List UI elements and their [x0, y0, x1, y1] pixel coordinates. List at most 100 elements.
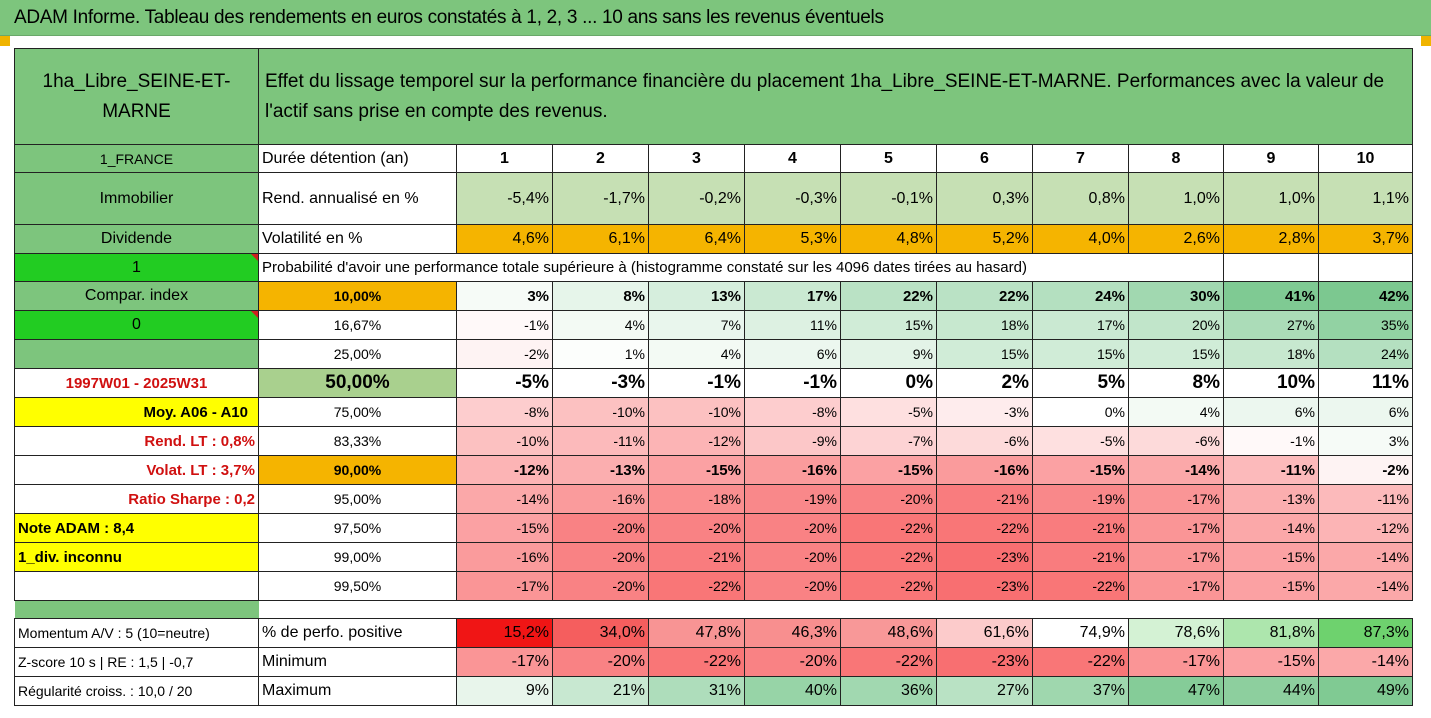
quantile-value: -17% [1128, 542, 1224, 572]
maximum-value: 27% [936, 676, 1033, 706]
quantile-label: 97,50% [258, 513, 457, 543]
quantile-label: 25,00% [258, 339, 457, 369]
quantile-value: -11% [1318, 484, 1413, 514]
spacer-cell [649, 601, 745, 619]
rendement-value: -5,4% [456, 172, 553, 225]
maximum-label: Maximum [258, 676, 457, 706]
corner-marker [0, 36, 10, 46]
year-header: 5 [840, 144, 937, 173]
duration-row: 1_FRANCE Durée détention (an) 1 2 3 4 5 6 7 8 9 10 [14, 144, 1413, 173]
quantile-value: 6% [744, 339, 841, 369]
quantile-value: -10% [648, 397, 745, 427]
quantile-value: 30% [1128, 281, 1224, 311]
minimum-value: -22% [840, 647, 937, 677]
minimum-value: -22% [648, 647, 745, 677]
rendement-value: -0,2% [648, 172, 745, 225]
quantile-value: 0% [1032, 397, 1129, 427]
quantile-value: -11% [1223, 455, 1319, 485]
quantile-value: -20% [552, 571, 649, 601]
year-header: 4 [744, 144, 841, 173]
minimum-value: -17% [1128, 647, 1224, 677]
quantile-value: 0% [840, 368, 937, 398]
quantile-value: -22% [1032, 571, 1129, 601]
quantile-value: -10% [456, 426, 553, 456]
quantile-value: -9% [744, 426, 841, 456]
quantile-value: 15% [840, 310, 937, 340]
quantile-value: -18% [648, 484, 745, 514]
quantile-value: -6% [936, 426, 1033, 456]
quantile-value: -20% [744, 571, 841, 601]
minimum-value: -22% [1032, 647, 1129, 677]
quantile-value: -17% [1128, 484, 1224, 514]
quantile-row: Compar. index 10,00% 3% 8% 13% 17% 22% 22% 24% 30… [14, 281, 1413, 311]
quantile-value: -15% [840, 455, 937, 485]
quantile-value: -17% [456, 571, 553, 601]
rendement-row: Immobilier Rend. annualisé en % -5,4% -1,7%… [14, 172, 1413, 225]
period-label: 1997W01 - 2025W31 [14, 368, 259, 398]
maximum-value: 40% [744, 676, 841, 706]
perf-positive-value: 87,3% [1318, 618, 1413, 648]
quantile-value: -20% [744, 542, 841, 572]
note-label: Note ADAM : 8,4 [14, 513, 259, 543]
quantile-value: -20% [552, 513, 649, 543]
rendement-value: -0,3% [744, 172, 841, 225]
flag-one: 1 [14, 253, 259, 282]
quantile-value: -15% [1032, 455, 1129, 485]
compar-label: Compar. index [14, 281, 259, 311]
performance-table: 1ha_Libre_SEINE-ET-MARNE Effet du lissage… [14, 48, 1413, 706]
quantile-label: 75,00% [258, 397, 457, 427]
volatility-value: 5,3% [744, 224, 841, 254]
quantile-value: 8% [552, 281, 649, 311]
quantile-value: -1% [1223, 426, 1319, 456]
perf-positive-value: 15,2% [456, 618, 553, 648]
regularite-label: Régularité croiss. : 10,0 / 20 [14, 676, 259, 706]
quantile-value: 18% [1223, 339, 1319, 369]
quantile-value: -17% [1128, 513, 1224, 543]
minimum-value: -23% [936, 647, 1033, 677]
spacer-cell [259, 601, 457, 619]
corner-marker [1421, 36, 1431, 46]
maximum-value: 37% [1032, 676, 1129, 706]
quantile-value: -22% [840, 513, 937, 543]
quantile-row: Note ADAM : 8,4 97,50% -15% -20% -20% -20% -22… [14, 513, 1413, 543]
quantile-value: -12% [648, 426, 745, 456]
quantile-value: -16% [936, 455, 1033, 485]
quantile-label: 16,67% [258, 310, 457, 340]
quantile-value: -20% [744, 513, 841, 543]
moy-label: Moy. A06 - A10 [14, 397, 259, 427]
quantile-label: 90,00% [258, 455, 457, 485]
quantile-value: -15% [456, 513, 553, 543]
header-row: 1ha_Libre_SEINE-ET-MARNE Effet du lissage… [14, 48, 1413, 145]
quantile-value: 10% [1223, 368, 1319, 398]
quantile-value: 6% [1223, 397, 1319, 427]
quantile-value: 17% [744, 281, 841, 311]
rendement-value: 1,0% [1128, 172, 1224, 225]
empty-green [14, 339, 259, 369]
quantile-value: -21% [1032, 542, 1129, 572]
flag-zero: 0 [14, 310, 259, 340]
volatility-value: 2,8% [1223, 224, 1319, 254]
zscore-label: Z-score 10 s | RE : 1,5 | -0,7 [14, 647, 259, 677]
quantile-value: 15% [936, 339, 1033, 369]
quantile-value: -1% [744, 368, 841, 398]
spacer-cell [745, 601, 841, 619]
quantile-value: -5% [1032, 426, 1129, 456]
perf-positive-value: 48,6% [840, 618, 937, 648]
quantile-value: -1% [456, 310, 553, 340]
quantile-value: 2% [936, 368, 1033, 398]
perf-positive-label: % de perfo. positive [258, 618, 457, 648]
perf-positive-value: 46,3% [744, 618, 841, 648]
maximum-value: 21% [552, 676, 649, 706]
quantile-value: 22% [840, 281, 937, 311]
quantile-value: -15% [1223, 542, 1319, 572]
quantile-row: Rend. LT : 0,8% 83,33% -10% -11% -12% -9% -7% -… [14, 426, 1413, 456]
volatility-value: 5,2% [936, 224, 1033, 254]
spacer-cell [1033, 601, 1129, 619]
year-header: 9 [1223, 144, 1319, 173]
quantile-value: -2% [1318, 455, 1413, 485]
rendement-value: 1,0% [1223, 172, 1319, 225]
perf-positive-value: 78,6% [1128, 618, 1224, 648]
rendement-label: Rend. annualisé en % [258, 172, 457, 225]
quantile-value: 24% [1318, 339, 1413, 369]
quantile-value: 4% [552, 310, 649, 340]
